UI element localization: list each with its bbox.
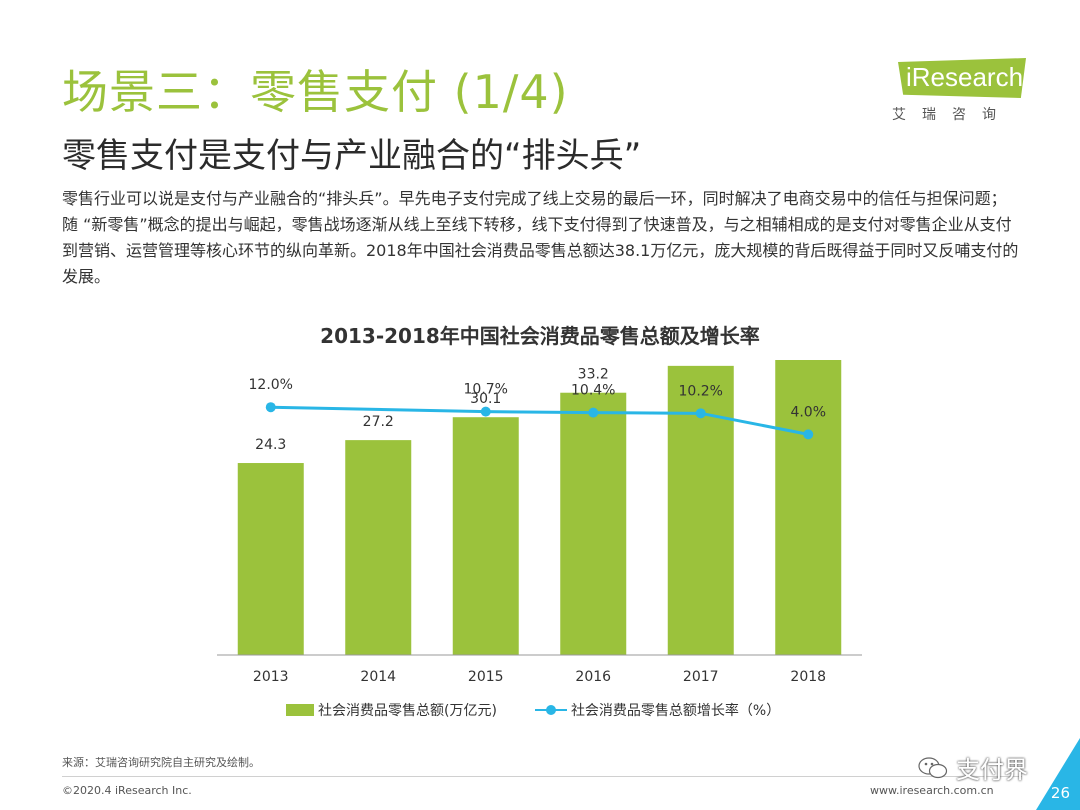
growth-label-2015: 10.7% [464,382,508,398]
growth-point-2013 [265,402,276,413]
wechat-watermark: 支付界 [918,750,1028,785]
page-subtitle: 零售支付是支付与产业融合的“排头兵” [62,136,642,176]
wechat-icon [918,756,948,778]
wechat-name: 支付界 [956,756,1028,784]
bar-2016 [560,392,627,655]
growth-point-2017 [695,408,706,419]
bar-2013 [237,463,304,655]
bar-label-2014: 27.2 [363,414,394,430]
bar-label-2016: 33.2 [578,367,609,383]
bar-2015 [452,417,519,655]
legend-line-swatch [534,704,567,716]
bar-label-2015: 30.1 [470,391,501,407]
page-number: 26 [1050,784,1070,802]
growth-point-2016 [588,407,599,418]
bar-2014 [345,440,412,655]
bar-2018 [775,360,842,655]
x-tick-2014: 2014 [360,669,396,685]
x-tick-2013: 2013 [253,669,289,685]
chart-legend: 社会消费品零售总额(万亿元) 社会消费品零售总额增长率（%） [286,700,780,720]
growth-point-2015 [480,406,491,417]
website-url: www.iresearch.com.cn [870,784,994,797]
x-tick-2017: 2017 [683,669,719,685]
growth-label-2013: 12.0% [249,377,293,393]
legend-bar-swatch [286,704,314,716]
logo-brand: iResearch [906,62,1024,92]
legend-line-label: 社会消费品零售总额增长率（%） [570,703,781,719]
growth-point-2018 [803,429,814,440]
footer-divider [62,776,1022,777]
logo-badge [898,58,1026,98]
logo-cn-name: 艾瑞咨询 [892,107,1012,123]
source-note: 来源：艾瑞咨询研究院自主研究及绘制。 [62,756,260,769]
x-tick-2016: 2016 [575,669,611,685]
body-paragraph: 零售行业可以说是支付与产业融合的“排头兵”。早先电子支付完成了线上交易的最后一环… [62,189,1019,286]
growth-label-2017: 10.2% [679,383,723,399]
growth-label-2018: 4.0% [790,404,826,420]
x-tick-2018: 2018 [790,669,826,685]
bar-label-2013: 24.3 [255,437,286,453]
growth-label-2016: 10.4% [571,383,615,399]
chart-title: 2013-2018年中国社会消费品零售总额及增长率 [320,324,760,348]
iresearch-logo: iResearch 艾瑞咨询 [892,58,1032,124]
x-tick-2015: 2015 [468,669,504,685]
retail-sales-chart: 24.3201327.2201430.1201533.2201636.62017… [217,360,862,685]
page-title: 场景三：零售支付 (1/4) [62,65,569,119]
copyright: ©2020.4 iResearch Inc. [62,784,192,797]
legend-bar-label: 社会消费品零售总额(万亿元) [318,703,497,719]
